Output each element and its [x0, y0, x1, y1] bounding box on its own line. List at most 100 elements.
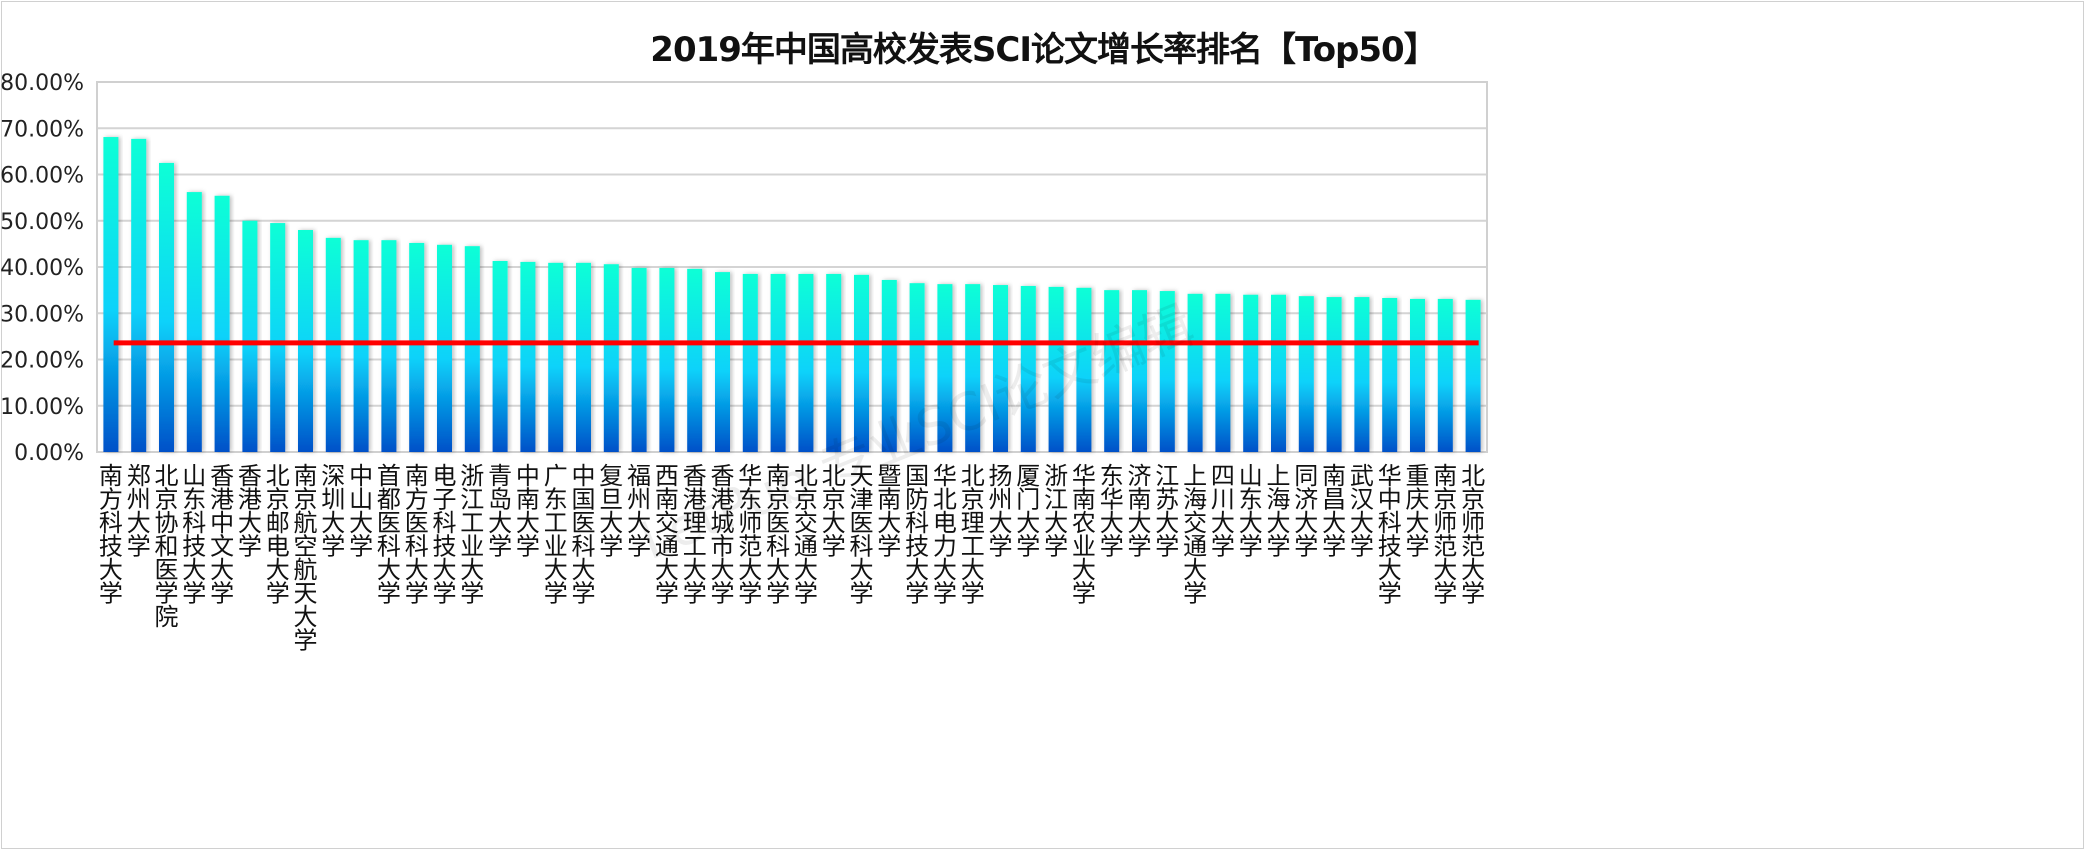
x-tick-label: 北京师范大学: [1461, 462, 1485, 608]
bar: [409, 242, 425, 452]
y-tick-label: 60.00%: [0, 164, 84, 189]
bar: [131, 138, 147, 452]
bar: [603, 264, 619, 452]
bar: [1020, 285, 1036, 452]
bar: [770, 273, 786, 452]
x-tick-label: 浙江大学: [1044, 462, 1068, 561]
x-tick-label: 香港城市大学: [711, 462, 735, 608]
bar: [1465, 299, 1481, 452]
bar: [1270, 294, 1287, 452]
bar: [992, 285, 1009, 452]
x-tick-label: 香港中文大学: [210, 462, 234, 608]
y-tick-label: 70.00%: [0, 117, 84, 142]
bar: [1048, 286, 1064, 452]
bar: [1437, 298, 1453, 452]
bar: [631, 267, 647, 452]
x-tick-label: 西南交通大学: [655, 462, 679, 608]
x-tick-label: 南京医科大学: [766, 462, 790, 608]
bars: [103, 137, 1481, 452]
bar: [270, 223, 286, 452]
y-tick-label: 30.00%: [0, 302, 84, 327]
x-tick-label: 同济大学: [1294, 462, 1318, 561]
x-tick-label: 青岛大学: [488, 462, 512, 561]
bar: [242, 220, 258, 452]
bar: [492, 260, 508, 452]
x-tick-label: 扬州大学: [989, 462, 1013, 561]
x-tick-label: 香港理工大学: [683, 462, 707, 608]
x-tick-label: 北京大学: [822, 462, 846, 561]
bar: [714, 272, 731, 452]
x-tick-label: 江苏大学: [1155, 462, 1179, 561]
x-tick-label: 北京理工大学: [961, 462, 985, 608]
bar: [1215, 293, 1231, 452]
x-tick-label: 山东大学: [1239, 462, 1263, 561]
bar: [826, 273, 842, 452]
x-tick-label: 中国医科大学: [572, 462, 596, 608]
x-tick-label: 山东科技大学: [182, 462, 206, 608]
x-tick-label: 华中科技大学: [1378, 462, 1402, 608]
bar: [937, 284, 953, 452]
bar: [1131, 290, 1148, 452]
bar: [214, 195, 230, 452]
x-tick-label: 厦门大学: [1016, 462, 1040, 561]
bar: [1104, 290, 1120, 452]
y-tick-label: 20.00%: [0, 349, 84, 374]
x-tick-label: 重庆大学: [1406, 462, 1430, 561]
x-tick-label: 中山大学: [349, 462, 373, 561]
x-tick-label: 华南农业大学: [1072, 462, 1096, 608]
x-tick-label: 济南大学: [1128, 462, 1152, 561]
bar: [1382, 297, 1398, 452]
x-tick-label: 天津医科大学: [850, 462, 874, 608]
x-tick-label: 上海大学: [1267, 462, 1291, 561]
bar: [742, 273, 758, 452]
x-tick-label: 北京交通大学: [794, 462, 818, 608]
x-tick-label: 南昌大学: [1322, 462, 1346, 561]
plot-area-border: [96, 81, 1488, 453]
bar: [1187, 293, 1203, 452]
x-tick-label: 复旦大学: [599, 462, 623, 561]
bar: [1159, 291, 1175, 452]
x-tick-label: 中南大学: [516, 462, 540, 561]
x-tick-label: 东华大学: [1100, 462, 1124, 561]
x-tick-label: 香港大学: [238, 462, 262, 561]
bar: [1243, 294, 1259, 452]
x-tick-label: 电子科技大学: [433, 462, 457, 608]
x-tick-label: 国防科技大学: [905, 462, 929, 608]
x-axis-labels: 南方科技大学郑州大学北京协和医学院山东科技大学香港中文大学香港大学北京邮电大学南…: [99, 462, 1485, 655]
x-tick-label: 上海交通大学: [1183, 462, 1207, 608]
x-tick-label: 福州大学: [627, 462, 651, 561]
bar: [353, 240, 369, 452]
bar: [965, 284, 981, 452]
bar: [158, 162, 175, 452]
y-tick-label: 40.00%: [0, 256, 84, 281]
x-tick-label: 郑州大学: [127, 462, 151, 561]
x-tick-label: 广东工业大学: [544, 462, 568, 608]
x-tick-label: 南京航空航天大学: [294, 462, 318, 655]
x-tick-label: 暨南大学: [877, 462, 901, 561]
bar: [1409, 298, 1426, 452]
bar: [520, 261, 536, 452]
bar: [1354, 297, 1370, 452]
bar: [687, 268, 703, 452]
bar: [186, 192, 202, 452]
x-tick-label: 华东师范大学: [738, 462, 762, 608]
y-tick-label: 0.00%: [14, 441, 84, 466]
bar: [575, 262, 592, 452]
x-tick-label: 浙江工业大学: [460, 462, 484, 608]
chart-title: 2019年中国高校发表SCI论文增长率排名【Top50】: [650, 30, 1437, 70]
x-tick-label: 华北电力大学: [933, 462, 957, 608]
x-tick-label: 北京协和医学院: [155, 462, 179, 631]
x-tick-label: 南方科技大学: [99, 462, 123, 608]
y-tick-label: 80.00%: [0, 71, 84, 96]
bar: [909, 283, 925, 452]
bar: [436, 244, 453, 452]
y-axis-ticks: 0.00% 10.00% 20.00% 30.00% 40.00% 50.00% 60.00…: [0, 71, 84, 466]
x-tick-label: 武汉大学: [1350, 462, 1374, 561]
x-tick-label: 南京师范大学: [1433, 462, 1457, 608]
x-tick-label: 四川大学: [1211, 462, 1235, 561]
bar: [464, 246, 480, 452]
x-tick-label: 深圳大学: [321, 462, 345, 561]
x-tick-label: 首都医科大学: [377, 462, 401, 608]
